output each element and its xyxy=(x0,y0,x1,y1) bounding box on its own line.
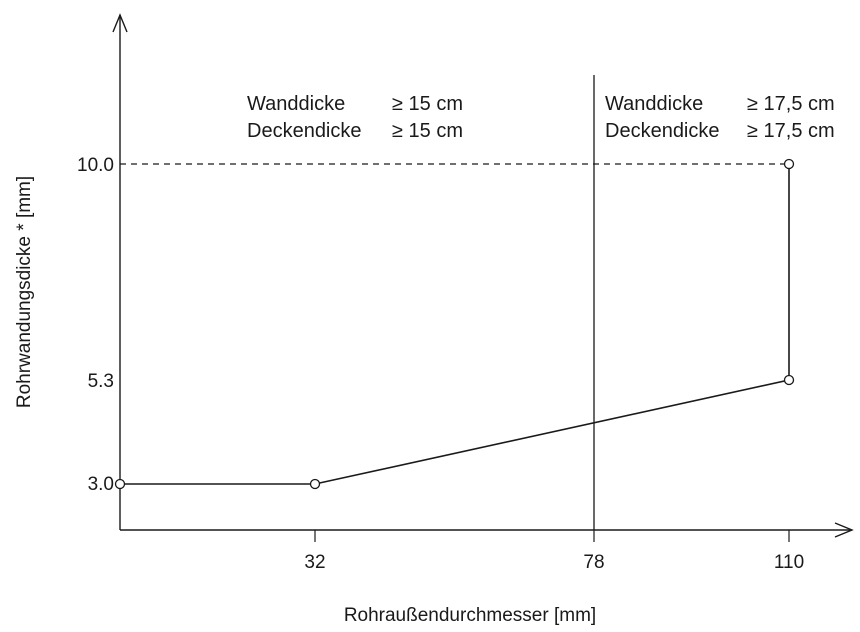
region-2-ceiling-value: ≥ 17,5 cm xyxy=(747,120,835,142)
data-point xyxy=(309,478,321,490)
series-layer xyxy=(114,158,795,490)
y-tick-label: 5.3 xyxy=(88,371,114,392)
region-2-wall-label: Wanddicke xyxy=(605,93,703,115)
region-1-wall-value: ≥ 15 cm xyxy=(392,93,463,115)
data-point xyxy=(783,374,795,386)
y-axis-title: Rohrwandungsdicke * [mm] xyxy=(14,176,35,408)
region-2-wall-value: ≥ 17,5 cm xyxy=(747,93,835,115)
x-tick-label: 110 xyxy=(774,552,804,573)
x-tick-label: 32 xyxy=(304,552,325,573)
y-axis-arrow xyxy=(112,13,128,33)
x-tick-label: 78 xyxy=(583,552,604,573)
region-2-ceiling-label: Deckendicke xyxy=(605,120,720,142)
data-point xyxy=(114,478,126,490)
series-line xyxy=(120,164,790,485)
region-1-wall-label: Wanddicke xyxy=(247,93,345,115)
y-tick-label: 3.0 xyxy=(88,474,114,495)
data-point xyxy=(783,158,795,170)
region-1-ceiling-label: Deckendicke xyxy=(247,120,362,142)
x-axis-title: Rohraußendurchmesser [mm] xyxy=(344,605,596,626)
x-axis-arrow xyxy=(834,522,854,538)
region-1-ceiling-value: ≥ 15 cm xyxy=(392,120,463,142)
y-tick-label: 10.0 xyxy=(77,155,114,176)
